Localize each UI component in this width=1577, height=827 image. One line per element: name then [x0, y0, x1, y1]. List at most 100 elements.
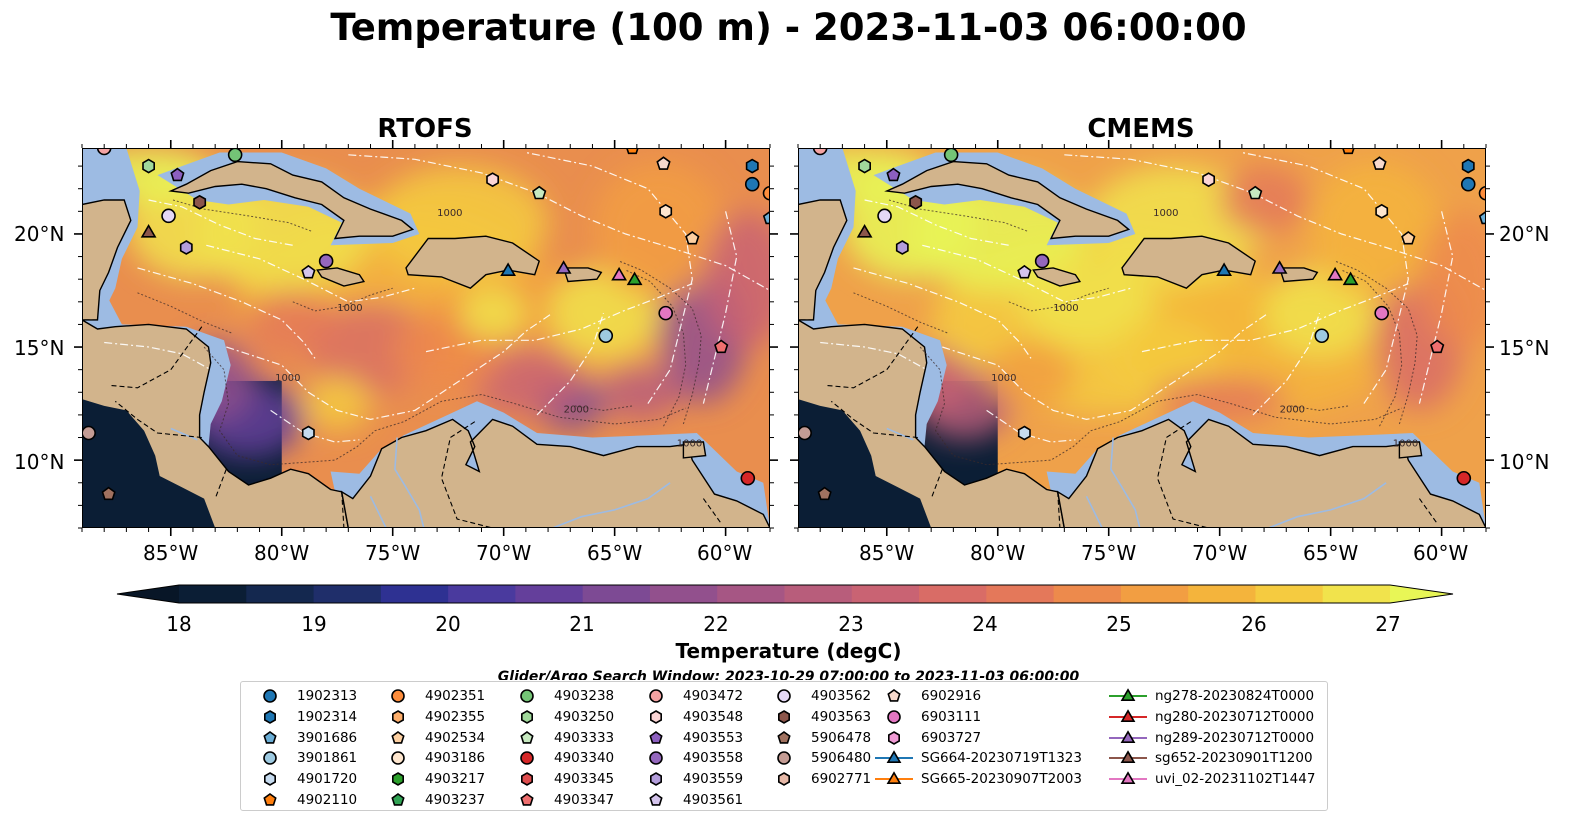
lat-tick-left-10: 10°N: [14, 450, 65, 474]
river: [1085, 495, 1103, 528]
legend-label: 4903186: [425, 750, 486, 767]
legend-marker-shape: [263, 792, 277, 806]
legend-marker-shape: [263, 730, 277, 744]
platform-marker-16: [626, 148, 639, 155]
eez-boundary: [148, 199, 293, 246]
bathymetry-contour: [1341, 269, 1403, 427]
colorbar-tick-23: 23: [838, 612, 864, 636]
platform-marker-28: [798, 425, 812, 441]
legend-label: 4903238: [554, 688, 615, 704]
legend-marker-shape: [263, 689, 277, 703]
colorbar-bin-15: [1188, 585, 1256, 603]
colorbar-bin-1: [246, 585, 315, 603]
country-border: [830, 400, 918, 439]
platform-marker-15: [1342, 271, 1359, 286]
legend-marker: [392, 772, 405, 787]
legend-label: SG665-20230907T2003: [921, 771, 1082, 788]
lat-tick-left-20: 20°N: [14, 222, 65, 246]
land-puertoRico: [562, 267, 603, 283]
platform-marker-0: [812, 148, 828, 156]
colorbar-outline: [116, 584, 1454, 604]
legend-marker-shape: [777, 730, 791, 744]
legend-marker-shape: [391, 792, 405, 806]
legend-marker: [391, 689, 405, 703]
colorbar-tick-26: 26: [1241, 612, 1267, 636]
lon-tick-75w: 75°W: [365, 541, 421, 565]
platform-marker-8: [1017, 264, 1032, 279]
platform-marker-24: [1374, 305, 1389, 321]
map-panel-cmems: 1000 1000 2000 1000 1000: [790, 140, 1494, 536]
colorbar-tick-22: 22: [703, 612, 729, 636]
legend-marker: [263, 792, 277, 806]
legend-label: 4903237: [425, 791, 486, 808]
lon-tick-85w: 85°W: [143, 541, 199, 565]
platform-marker-9: [318, 253, 334, 269]
map-frame: [798, 148, 1486, 528]
platform-marker-3: [886, 167, 901, 182]
legend-marker-shape: [886, 771, 902, 785]
colorbar-bin-8: [717, 585, 785, 603]
legend-marker: [1109, 708, 1147, 722]
land-yucatan: [82, 148, 132, 321]
map-panel-rtofs: 1000 1000 2000 1000 1000: [74, 140, 778, 536]
bathymetry-contour: [853, 292, 950, 334]
colorbar-bin-4: [448, 585, 516, 603]
colorbar-bin-3: [380, 585, 449, 603]
lon-tick-85w-right: 85°W: [859, 541, 915, 565]
platform-marker-26: [1430, 339, 1445, 354]
pacific-coast: [82, 399, 216, 528]
bathymetry-contour: [137, 292, 234, 334]
legend-marker: [521, 772, 534, 787]
legend-marker-shape: [1120, 708, 1136, 722]
platform-marker-13: [1271, 260, 1288, 274]
legend-label: uvi_02-20231102T1447: [1155, 771, 1316, 788]
colorbar-bin-14: [1120, 585, 1189, 603]
contour-label: 1000: [1393, 439, 1418, 450]
legend-marker-shape: [263, 751, 277, 766]
legend-marker-shape: [520, 730, 534, 744]
contour-label: 1000: [991, 373, 1016, 384]
land-hispaniola: [1121, 235, 1257, 290]
legend-marker: [391, 792, 405, 806]
legend-marker: [391, 730, 405, 744]
colorbar-label: Temperature (degC): [675, 639, 902, 663]
legend-marker: [887, 709, 901, 724]
platform-marker-23: [762, 210, 770, 225]
platform-marker-24: [658, 305, 673, 321]
platform-marker-29: [817, 486, 832, 501]
land-southAmerica: [340, 418, 770, 528]
river: [1110, 437, 1141, 528]
legend-marker-shape: [778, 772, 791, 787]
search-window-text: Glider/Argo Search Window: 2023-10-29 07…: [497, 669, 1080, 680]
legend-marker: [392, 709, 405, 724]
legend-label: ng280-20230712T0000: [1155, 708, 1315, 725]
legend-marker: [649, 792, 663, 806]
legend-label: 4903345: [554, 771, 615, 788]
platform-marker-21: [744, 176, 760, 192]
legend-marker: [875, 771, 913, 785]
legend-label: 6903727: [921, 729, 982, 746]
colorbar-tick-25: 25: [1106, 612, 1132, 636]
platform-marker-8: [301, 264, 316, 279]
platform-marker-17: [656, 156, 671, 170]
platform-marker-30: [1456, 470, 1472, 486]
legend-marker: [875, 750, 913, 764]
colorbar-extend-min: [117, 585, 179, 603]
legend-label: 4903562: [811, 688, 872, 704]
contour-label: 1000: [1153, 208, 1178, 219]
lon-tick-70w: 70°W: [476, 541, 532, 565]
lat-tick-left-15: 15°N: [14, 336, 65, 360]
legend-marker: [520, 730, 534, 744]
legend-marker-shape: [392, 709, 405, 724]
legend-label: 4903333: [554, 729, 615, 746]
bathymetry-contour: [625, 269, 687, 427]
lon-tick-80w: 80°W: [254, 541, 310, 565]
eez-boundary: [536, 312, 605, 416]
legend-marker: [649, 751, 663, 766]
legend-marker-shape: [888, 730, 901, 745]
legend-marker-shape: [649, 689, 663, 703]
legend-marker-shape: [886, 750, 902, 764]
colorbar-tick-27: 27: [1375, 612, 1401, 636]
eez-boundary: [1064, 154, 1486, 292]
panel-title-cmems: CMEMS: [1087, 114, 1195, 144]
